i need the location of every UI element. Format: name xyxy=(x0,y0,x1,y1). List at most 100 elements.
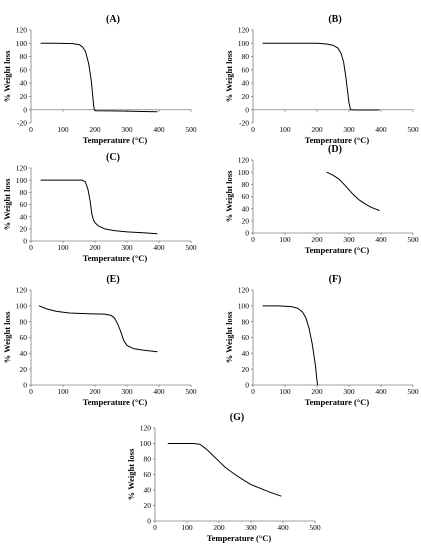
x-tick-label: 200 xyxy=(89,243,101,252)
x-tick-label: 100 xyxy=(57,125,69,134)
y-tick-label: 60 xyxy=(242,65,250,74)
y-tick-label: 80 xyxy=(242,52,250,61)
tga-panel-6: 0 20 40 60 80 100 120 0 100 200 300 400 500 (F) Temper… xyxy=(224,274,419,407)
y-tick-label: 120 xyxy=(238,26,250,35)
x-tick-label: 0 xyxy=(29,243,33,252)
x-axis-label: Temperature (°C) xyxy=(83,397,148,407)
x-axis-label: Temperature (°C) xyxy=(207,533,272,543)
weight-loss-curve xyxy=(167,443,282,497)
y-tick-label: 100 xyxy=(238,39,250,48)
y-tick-label: 100 xyxy=(16,176,28,185)
x-tick-label: 0 xyxy=(251,235,255,244)
y-tick-label: 0 xyxy=(23,381,27,390)
x-tick-label: 400 xyxy=(277,523,289,532)
y-tick-label: 60 xyxy=(242,333,250,342)
y-tick-label: 80 xyxy=(242,180,250,189)
weight-loss-curve xyxy=(38,305,158,353)
y-tick-label: 20 xyxy=(20,92,28,101)
x-tick-label: 100 xyxy=(57,243,69,252)
y-axis-label: % Weight loss xyxy=(224,170,234,222)
y-tick-label: 0 xyxy=(147,517,151,526)
x-tick-label: 100 xyxy=(279,387,291,396)
x-tick-label: 500 xyxy=(185,125,197,134)
x-tick-label: 400 xyxy=(153,387,165,396)
y-axis-label: % Weight loss xyxy=(2,178,12,230)
x-tick-label: 0 xyxy=(153,523,157,532)
x-tick-label: 500 xyxy=(407,387,419,396)
panel-title: (C) xyxy=(106,152,120,163)
y-axis-label: % Weight loss xyxy=(126,448,136,500)
y-tick-label: 100 xyxy=(16,39,28,48)
y-tick-label: 120 xyxy=(140,424,152,433)
x-axis-label: Temperature (°C) xyxy=(305,135,370,145)
panel-title: (A) xyxy=(106,14,120,25)
x-tick-label: 500 xyxy=(407,235,419,244)
y-tick-label: 40 xyxy=(242,79,250,88)
y-tick-label: 120 xyxy=(238,156,250,165)
x-tick-label: 200 xyxy=(311,387,323,396)
x-tick-label: 0 xyxy=(251,387,255,396)
x-tick-label: 500 xyxy=(407,125,419,134)
x-tick-label: 500 xyxy=(185,387,197,396)
y-tick-label: 120 xyxy=(16,286,28,295)
y-tick-label: 40 xyxy=(20,349,28,358)
weight-loss-curve xyxy=(262,305,319,386)
y-tick-label: 60 xyxy=(144,470,152,479)
weight-loss-curve xyxy=(40,179,158,235)
tga-panel-5: 0 20 40 60 80 100 120 0 100 200 300 400 500 (E) Temper… xyxy=(2,274,197,407)
x-tick-label: 200 xyxy=(311,125,323,134)
tga-panel-7: 0 20 40 60 80 100 120 0 100 200 300 400 500 (G) Temper… xyxy=(126,412,321,543)
x-tick-label: 100 xyxy=(279,125,291,134)
y-tick-label: 20 xyxy=(242,216,250,225)
y-tick-label: 0 xyxy=(245,105,249,114)
y-tick-label: 120 xyxy=(238,286,250,295)
y-tick-label: 0 xyxy=(245,229,249,238)
panel-title: (B) xyxy=(328,14,341,25)
x-tick-label: 200 xyxy=(311,235,323,244)
y-tick-label: 60 xyxy=(20,200,28,209)
y-tick-label: 20 xyxy=(242,92,250,101)
panel-title: (D) xyxy=(328,144,342,155)
x-tick-label: 400 xyxy=(375,235,387,244)
y-tick-label: 40 xyxy=(20,212,28,221)
y-axis-label: % Weight loss xyxy=(2,50,12,102)
y-tick-label: 0 xyxy=(245,381,249,390)
y-tick-label: 80 xyxy=(20,188,28,197)
x-tick-label: 300 xyxy=(343,235,355,244)
y-tick-label: 80 xyxy=(144,455,152,464)
y-tick-label: 20 xyxy=(20,365,28,374)
x-tick-label: 0 xyxy=(251,125,255,134)
x-tick-label: 300 xyxy=(343,387,355,396)
x-tick-label: 200 xyxy=(89,387,101,396)
x-tick-label: 400 xyxy=(153,243,165,252)
y-tick-label: 100 xyxy=(140,439,152,448)
x-tick-label: 0 xyxy=(29,387,33,396)
x-tick-label: 200 xyxy=(213,523,225,532)
y-tick-label: 40 xyxy=(242,204,250,213)
y-tick-label: 80 xyxy=(20,317,28,326)
y-tick-label: 100 xyxy=(16,301,28,310)
y-tick-label: 100 xyxy=(238,301,250,310)
x-tick-label: 300 xyxy=(121,125,133,134)
y-tick-label: 120 xyxy=(16,26,28,35)
y-tick-label: 20 xyxy=(20,224,28,233)
y-tick-label: 20 xyxy=(242,365,250,374)
y-tick-label: 60 xyxy=(20,333,28,342)
weight-loss-curve xyxy=(262,42,380,111)
y-tick-label: 20 xyxy=(144,501,152,510)
tga-panel-3: 0 20 40 60 80 100 120 0 100 200 300 400 500 (C) Temper… xyxy=(2,152,197,263)
x-tick-label: 0 xyxy=(29,125,33,134)
y-tick-label: 0 xyxy=(23,237,27,246)
weight-loss-curve xyxy=(40,42,158,113)
y-tick-label: 40 xyxy=(242,349,250,358)
x-axis-label: Temperature (°C) xyxy=(83,253,148,263)
x-tick-label: 400 xyxy=(375,125,387,134)
x-axis-label: Temperature (°C) xyxy=(305,245,370,255)
y-tick-label: -20 xyxy=(239,119,249,128)
y-axis-label: % Weight loss xyxy=(2,311,12,363)
weight-loss-curve xyxy=(326,171,380,211)
y-tick-label: 40 xyxy=(144,486,152,495)
y-tick-label: 60 xyxy=(20,65,28,74)
